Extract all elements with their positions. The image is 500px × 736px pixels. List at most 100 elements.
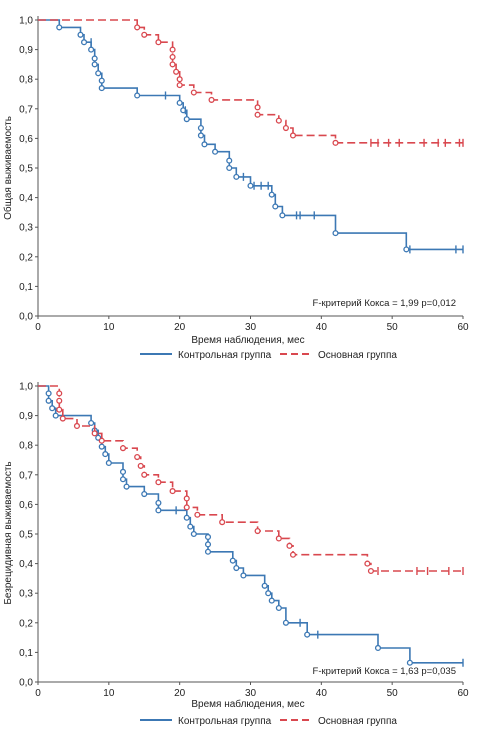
control-group-event-marker xyxy=(119,476,127,483)
control-group-event-marker xyxy=(226,157,233,164)
y-tick-label: 0,9 xyxy=(19,411,33,422)
y-tick-label: 0,1 xyxy=(19,648,33,659)
y-tick-label: 0,2 xyxy=(19,252,33,263)
x-tick-label: 10 xyxy=(103,688,115,699)
control-group-event-marker xyxy=(268,191,275,198)
y-tick-label: 0,8 xyxy=(19,75,33,86)
main-group-event-marker xyxy=(254,104,261,111)
control-group-event-marker xyxy=(226,164,233,172)
control-group-event-marker xyxy=(197,132,204,139)
control-group-event-marker xyxy=(272,203,279,210)
control-group-event-marker xyxy=(190,530,197,538)
control-group-event-marker xyxy=(105,459,112,467)
control-group-event-marker xyxy=(201,141,208,148)
y-tick-label: 0,6 xyxy=(19,500,33,511)
main-group-event-marker xyxy=(176,76,183,83)
y-tick-label: 0,3 xyxy=(19,589,33,600)
y-tick-label: 0,5 xyxy=(19,164,33,175)
y-tick-label: 1,0 xyxy=(19,16,33,27)
y-tick-label: 1,0 xyxy=(19,382,33,393)
main-group-event-marker xyxy=(367,567,374,575)
main-group-event-marker xyxy=(169,61,176,68)
control-group-event-marker xyxy=(187,523,194,530)
y-tick-label: 0,9 xyxy=(19,45,33,56)
x-tick-label: 50 xyxy=(387,322,399,333)
y-tick-label: 0,3 xyxy=(19,223,33,234)
main-group-event-marker xyxy=(176,82,183,89)
control-group-event-marker xyxy=(98,85,105,92)
y-tick-label: 0,6 xyxy=(19,134,33,145)
main-group-event-marker xyxy=(73,422,81,430)
control-group-event-marker xyxy=(80,39,88,46)
main-group-event-marker xyxy=(275,117,282,124)
main-group-event-marker xyxy=(289,132,297,139)
control-group-event-marker xyxy=(88,46,95,53)
control-group-event-marker xyxy=(183,514,190,521)
main-group-event-marker xyxy=(275,535,282,542)
control-group-event-marker xyxy=(204,548,212,555)
control-group-event-marker xyxy=(176,99,183,106)
main-group-event-marker xyxy=(134,453,141,461)
main-group-event-marker xyxy=(332,139,339,146)
x-tick-label: 20 xyxy=(174,688,186,699)
control-group-event-marker xyxy=(374,644,382,652)
x-tick-label: 60 xyxy=(457,688,469,699)
y-tick-label: 0,4 xyxy=(19,193,33,204)
control-group-event-marker xyxy=(134,92,141,99)
plot-area: 0,0 0,1 0,2 0,3 0,4 0,5 0,6 0,7 0,8 0,9 1,0 0 10 20 30… xyxy=(19,16,469,334)
y-tick-label: 0,0 xyxy=(19,678,33,689)
main-group-event-marker xyxy=(194,511,201,518)
legend-main-label: Основная группа xyxy=(318,350,397,361)
control-group-event-marker xyxy=(183,116,190,123)
legend-control-label: Контрольная группа xyxy=(178,716,272,727)
control-group-survival-line xyxy=(38,385,463,664)
main-group-event-marker xyxy=(59,415,66,422)
main-group-event-marker xyxy=(155,39,162,46)
x-tick-label: 20 xyxy=(174,322,186,333)
main-group-event-marker xyxy=(169,488,176,495)
main-group-event-marker xyxy=(155,479,162,486)
control-group-event-marker xyxy=(240,572,247,579)
main-group-event-marker xyxy=(364,560,371,567)
control-group-event-marker xyxy=(91,61,98,68)
main-group-event-marker xyxy=(134,24,141,31)
main-group-event-marker xyxy=(286,542,293,549)
control-group-event-marker xyxy=(123,483,130,490)
main-group-event-marker xyxy=(141,471,148,478)
control-group-event-marker xyxy=(332,230,339,237)
control-group-event-marker xyxy=(98,77,105,84)
y-tick-label: 0,7 xyxy=(19,104,33,115)
y-tick-label: 0,8 xyxy=(19,441,33,452)
y-tick-label: 0,5 xyxy=(19,530,33,541)
control-group-event-marker xyxy=(406,659,413,666)
y-tick-label: 0,4 xyxy=(19,559,33,570)
control-group-event-marker xyxy=(261,582,268,589)
main-group-event-marker xyxy=(56,390,63,397)
main-group-event-marker xyxy=(254,527,261,535)
control-group-event-marker xyxy=(155,499,162,506)
overall-survival-chart: 0,0 0,1 0,2 0,3 0,4 0,5 0,6 0,7 0,8 0,9 1,0 0 10 20 30… xyxy=(2,16,469,362)
main-group-event-marker xyxy=(56,397,63,404)
control-group-event-marker xyxy=(141,490,148,498)
main-group-event-marker xyxy=(56,406,63,413)
control-group-event-marker xyxy=(282,619,289,626)
control-group-event-marker xyxy=(233,173,240,180)
control-group-event-marker xyxy=(45,397,52,404)
y-tick-label: 0,2 xyxy=(19,618,33,629)
control-group-event-marker xyxy=(45,390,52,397)
control-group-event-marker xyxy=(304,631,311,638)
plot-area: 0,0 0,1 0,2 0,3 0,4 0,5 0,6 0,7 0,8 0,9 1,0 0 10 20 30… xyxy=(19,382,469,700)
control-group-event-marker xyxy=(229,557,236,564)
x-tick-label: 50 xyxy=(387,688,399,699)
main-group-event-marker xyxy=(289,551,297,558)
cox-test-annotation: F-критерий Кокса = 1,99 p=0,012 xyxy=(313,298,456,309)
legend: Контрольная группа Основная группа xyxy=(140,716,397,727)
y-tick-label: 0,1 xyxy=(19,282,33,293)
control-group-event-marker xyxy=(247,182,254,189)
control-group-event-marker xyxy=(88,419,95,427)
x-tick-label: 40 xyxy=(316,688,328,699)
main-group-event-marker xyxy=(183,504,190,511)
control-group-event-marker xyxy=(403,246,410,253)
